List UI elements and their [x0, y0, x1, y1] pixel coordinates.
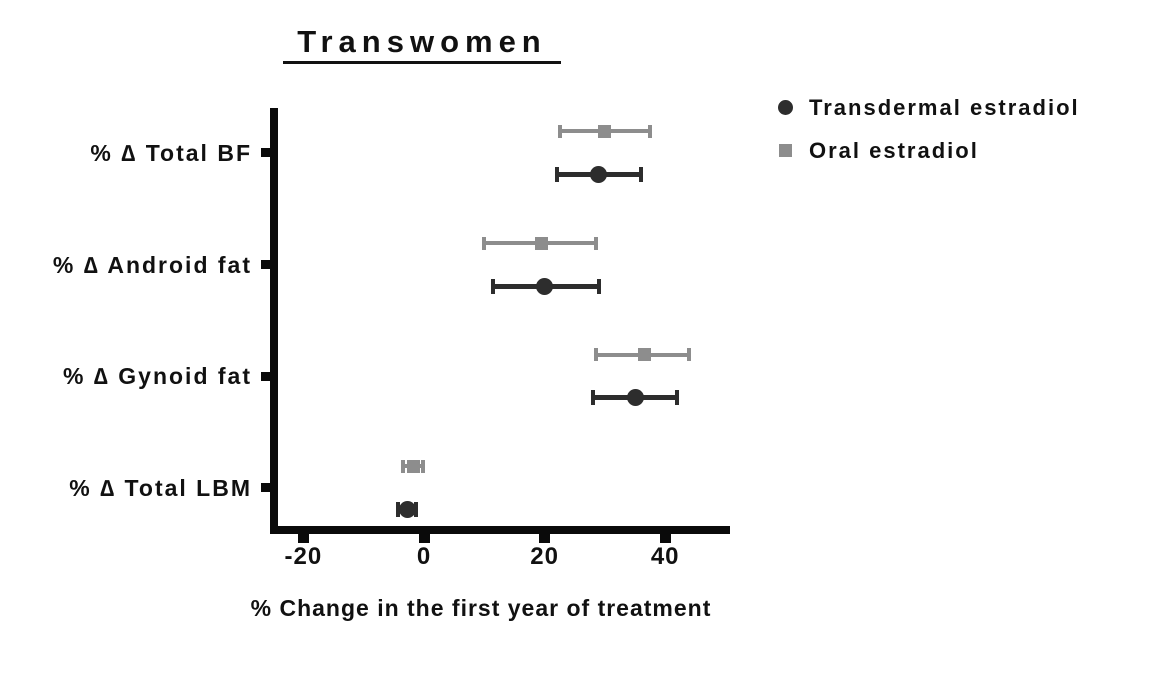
error-bar-cap-low: [590, 390, 595, 405]
category-label: % ∆ Gynoid fat: [62, 363, 252, 389]
x-axis-tick: [659, 534, 671, 543]
y-axis-tick: [261, 148, 270, 157]
legend: Transdermal estradiol Oral estradiol: [778, 86, 1080, 172]
x-axis-tick-label: 20: [530, 543, 559, 570]
error-bar-cap-high: [639, 166, 644, 182]
error-bar-cap-high: [675, 390, 680, 405]
circle-data-marker: [590, 165, 608, 183]
error-bar-cap-low: [482, 236, 487, 250]
circle-marker-icon: [778, 100, 793, 115]
legend-label-oral: Oral estradiol: [809, 137, 979, 163]
y-axis-tick: [261, 483, 270, 492]
error-bar-cap-high: [596, 278, 601, 294]
x-axis-tick: [539, 534, 551, 543]
y-axis-line: [270, 108, 278, 534]
x-axis-tick: [418, 534, 430, 543]
square-data-marker: [598, 124, 612, 138]
x-axis-tick: [297, 534, 309, 543]
square-data-marker: [637, 348, 651, 361]
square-data-marker: [535, 236, 549, 250]
y-axis-tick: [261, 371, 270, 381]
error-bar-cap-low: [396, 501, 401, 517]
error-bar-cap-low: [593, 348, 598, 361]
error-bar-cap-high: [593, 236, 598, 250]
error-bar-cap-high: [648, 124, 653, 138]
error-bar-cap-high: [414, 501, 419, 517]
category-label: % ∆ Total BF: [90, 139, 252, 166]
square-data-marker: [406, 459, 420, 473]
category-label: % ∆ Android fat: [52, 251, 252, 278]
error-bar-cap-low: [557, 124, 562, 138]
error-bar-cap-low: [554, 166, 559, 182]
error-bar-cap-low: [400, 459, 405, 473]
error-bar-cap-high: [420, 459, 425, 473]
x-axis-line: [270, 526, 730, 534]
x-axis-tick-label: -20: [284, 543, 323, 570]
category-label: % ∆ Total LBM: [69, 474, 252, 501]
square-marker-icon: [779, 144, 792, 157]
circle-data-marker: [626, 389, 644, 406]
error-bar-cap-low: [491, 278, 496, 294]
legend-item-oral-estradiol: Oral estradiol: [778, 129, 1080, 172]
circle-data-marker: [398, 500, 416, 518]
y-axis-tick: [261, 260, 270, 269]
legend-label-transdermal: Transdermal estradiol: [809, 94, 1080, 120]
circle-data-marker: [536, 277, 554, 295]
x-axis-tick-label: 40: [650, 543, 680, 570]
legend-item-transdermal-estradiol: Transdermal estradiol: [778, 86, 1080, 129]
x-axis-tick-label: 0: [416, 543, 432, 570]
error-bar-cap-high: [687, 348, 692, 361]
chart-title: Transwomen: [283, 24, 561, 64]
x-axis-label: % Change in the first year of treatment: [250, 595, 712, 621]
